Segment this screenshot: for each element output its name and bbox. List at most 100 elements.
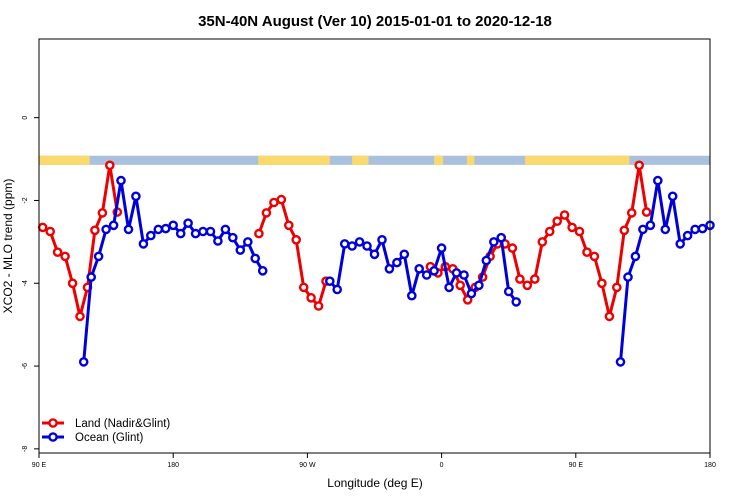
data-point <box>283 220 294 231</box>
data-point <box>108 220 119 231</box>
legend-marker <box>48 432 58 442</box>
chart-title: 35N-40N August (Ver 10) 2015-01-01 to 20… <box>198 13 552 30</box>
data-point <box>190 228 201 239</box>
data-point <box>660 224 671 235</box>
data-point <box>451 268 462 278</box>
data-point <box>503 286 514 297</box>
y-axis-title: XCO2 - MLO trend (ppm) <box>1 179 15 314</box>
y-axis: 0 -2 -4 -6 -8 <box>22 116 39 452</box>
data-point <box>589 251 600 262</box>
data-point <box>123 224 134 235</box>
data-point <box>466 288 477 299</box>
data-point <box>93 251 104 262</box>
data-point <box>257 265 268 276</box>
data-point <box>515 274 525 284</box>
data-point <box>488 237 499 247</box>
land-ocean-mask-band <box>39 155 710 165</box>
data-point <box>261 208 272 218</box>
data-point <box>60 251 70 262</box>
data-point <box>242 237 253 247</box>
data-point <box>324 276 335 287</box>
data-point <box>101 224 111 235</box>
data-point <box>641 207 652 217</box>
data-point <box>250 253 260 264</box>
legend-marker <box>48 418 58 428</box>
data-point <box>697 223 708 234</box>
data-point <box>638 224 648 235</box>
data-point <box>90 225 100 236</box>
data-point <box>645 220 656 231</box>
data-point <box>399 249 410 260</box>
land-band-segment <box>525 155 618 165</box>
data-point <box>52 247 63 257</box>
data-point <box>75 311 85 322</box>
data-point <box>131 191 141 202</box>
data-point <box>653 175 663 186</box>
land-band-segment <box>466 155 475 165</box>
data-point <box>667 191 678 202</box>
data-point <box>298 282 309 293</box>
data-point <box>276 194 287 205</box>
data-point <box>630 251 641 262</box>
data-point <box>623 272 633 282</box>
data-point <box>496 232 507 243</box>
data-point <box>444 282 454 293</box>
data-point <box>615 357 626 367</box>
x-tick-label: 90 W <box>299 462 316 469</box>
x-tick-label: 90 E <box>569 462 584 469</box>
data-point <box>105 160 115 171</box>
data-point <box>339 239 350 249</box>
data-point <box>153 224 164 235</box>
data-point <box>97 208 108 218</box>
y-tick-label: 0 <box>22 116 29 120</box>
data-point <box>227 232 238 243</box>
data-point <box>369 249 380 260</box>
x-tick-label: 0 <box>440 462 444 469</box>
land-series <box>37 160 652 322</box>
land-band-segment <box>614 155 630 165</box>
data-point <box>567 222 577 233</box>
data-point <box>604 311 615 322</box>
data-point <box>682 230 693 241</box>
land-band-segment <box>61 155 66 165</box>
data-point <box>220 224 231 235</box>
series-line <box>41 163 119 318</box>
data-point <box>552 216 563 226</box>
ocean-series <box>78 175 715 367</box>
data-point <box>455 280 466 291</box>
x-tick-label: 180 <box>704 462 716 469</box>
data-point <box>213 236 223 246</box>
legend-label: Ocean (Glint) <box>75 432 144 444</box>
data-point <box>235 245 246 255</box>
y-tick-label: -6 <box>22 363 29 369</box>
series-line <box>82 179 264 363</box>
x-axis: 90 E 180 90 W 0 90 E 180 <box>32 453 716 469</box>
data-point <box>291 234 302 245</box>
data-point <box>183 218 193 228</box>
data-point <box>145 230 156 241</box>
data-point <box>86 272 96 282</box>
data-point <box>474 280 484 291</box>
ocean-band <box>39 155 710 165</box>
data-point <box>634 160 645 171</box>
data-point <box>481 255 492 266</box>
data-point <box>160 223 171 234</box>
data-point <box>138 239 149 249</box>
data-point <box>175 228 186 239</box>
data-point <box>377 234 387 245</box>
y-tick-label: -8 <box>22 446 29 452</box>
data-point <box>313 301 324 311</box>
data-point <box>205 226 216 237</box>
data-point <box>675 239 686 249</box>
x-tick-label: 180 <box>167 462 179 469</box>
data-point <box>537 237 548 247</box>
data-point <box>612 282 622 293</box>
data-point <box>544 226 555 237</box>
data-point <box>198 226 208 237</box>
data-point <box>511 297 522 307</box>
data-point <box>354 237 365 247</box>
data-point <box>362 241 372 251</box>
data-point <box>37 222 48 233</box>
y-tick-label: -2 <box>22 197 29 203</box>
